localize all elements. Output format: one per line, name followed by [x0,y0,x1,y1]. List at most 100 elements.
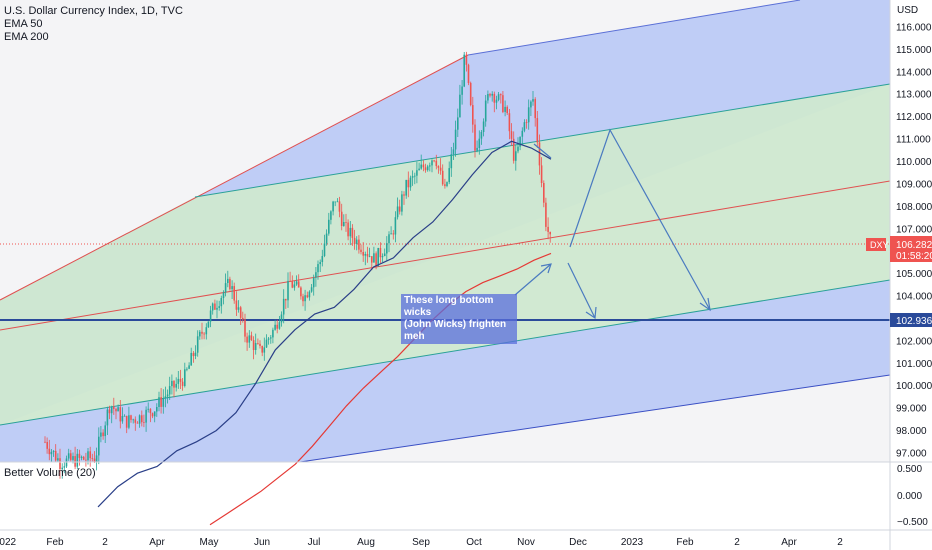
candle [231,280,233,299]
candle [227,270,229,288]
candle [328,212,330,236]
candle [480,130,483,145]
candle [138,414,141,428]
candle [364,251,367,266]
candle [130,414,132,423]
candle [50,449,53,463]
candle [67,448,70,461]
candle [459,84,461,118]
candle [409,175,412,191]
candle [446,181,448,188]
candle [201,322,203,340]
price-axis-ticks: 116.000 115.000 114.000 113.000 112.000 111.0… [896,22,932,459]
candle [158,391,160,412]
candle [91,453,94,462]
candle [194,345,197,360]
candle [168,376,171,400]
candle [186,367,188,372]
ema50-line [97,140,552,508]
time-tick-label: Aug [357,537,375,548]
candle [543,180,545,208]
candle [141,410,143,427]
time-tick-label: Feb [676,537,694,548]
candle [160,388,162,414]
candle [282,289,285,324]
candle [89,446,91,467]
candle [534,97,536,127]
candle [422,160,425,172]
candle [242,311,244,323]
candle [463,52,465,88]
candle [377,247,379,267]
candle [474,119,476,158]
candle [321,249,324,267]
price-axis-background [890,0,932,550]
candle [48,439,51,461]
candle [214,299,216,310]
ema200-legend: EMA 200 [4,31,49,43]
candle [177,371,180,389]
candle [454,120,457,157]
candle [330,210,332,225]
candle [334,201,336,207]
candle [164,386,167,408]
candle [500,93,502,104]
candle [545,197,547,232]
candle [110,405,113,424]
candle [196,330,199,357]
candle [538,134,541,175]
candle [472,96,474,133]
candle [325,229,328,246]
pitchfork-median-line [0,180,891,331]
candle [119,400,122,429]
annotation-callout[interactable]: These long bottom wicks (John Wicks) fri… [401,294,517,344]
candle [508,109,511,140]
candle [461,80,463,105]
candle [224,273,227,297]
time-tick-label: Sep [412,537,430,548]
candle [136,421,139,424]
candle [52,450,55,457]
candle [319,259,321,272]
candle [190,347,192,366]
candle [388,231,390,253]
candle [113,397,115,415]
level-price-badge: 102.936 [890,313,932,327]
candle [276,319,278,334]
candle [308,290,311,301]
candle [149,408,152,423]
time-tick-label: Apr [149,537,165,548]
candle [373,246,375,263]
price-tick-label: 116.000 [896,22,932,33]
candle [93,451,96,463]
candle [80,455,83,461]
candle [171,374,173,395]
candle [358,235,360,254]
candle [429,162,431,172]
candle [117,404,119,412]
price-tick-label: 99.000 [896,404,927,415]
price-tick-label: 102.000 [896,336,932,347]
candle [270,335,272,344]
candle [44,436,46,444]
candle [493,91,496,113]
candle [306,291,309,299]
candle [285,298,287,309]
candle [360,244,362,255]
candle [181,378,184,391]
candle [244,313,246,343]
candle [59,448,61,479]
candle [441,164,444,186]
candle [156,403,158,417]
candle [295,275,298,286]
candle [398,199,401,215]
candle [57,453,59,463]
candle [379,242,382,264]
candle [517,137,519,154]
price-tick-label: 98.000 [896,426,927,437]
volume-tick-label: −0.500 [897,517,928,528]
candle [469,81,472,107]
volume-axis-ticks: 0.500 0.000 −0.500 [897,464,928,528]
candle [272,327,274,344]
